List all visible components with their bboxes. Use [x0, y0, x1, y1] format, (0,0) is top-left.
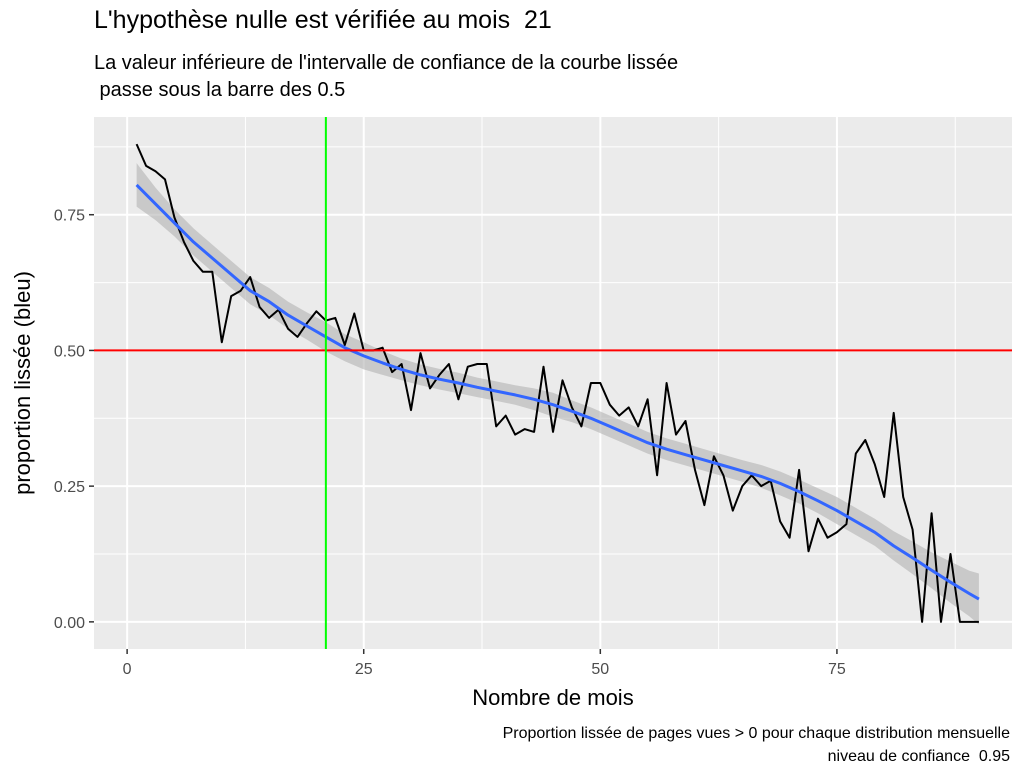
x-axis-label: Nombre de mois [472, 685, 633, 710]
x-tick-label: 75 [828, 661, 846, 678]
x-tick-label: 25 [355, 661, 373, 678]
y-axis: 0.00 0.25 0.50 0.75 [54, 208, 94, 632]
chart-title: L'hypothèse nulle est vérifiée au mois 2… [94, 6, 552, 34]
x-axis: 0 25 50 75 [123, 649, 846, 678]
x-tick-label: 50 [591, 661, 609, 678]
plot-panel [94, 117, 1012, 649]
y-axis-label: proportion lissée (bleu) [10, 271, 35, 495]
y-tick-label: 0.00 [54, 615, 85, 632]
caption-line-2: niveau de confiance 0.95 [827, 748, 1010, 765]
x-tick-label: 0 [123, 661, 132, 678]
caption-line-1: Proportion lissée de pages vues > 0 pour… [502, 725, 1010, 742]
subtitle-line-2: passe sous la barre des 0.5 [94, 79, 346, 101]
smoothed-line [135, 183, 980, 601]
chart-caption: Proportion lissée de pages vues > 0 pour… [503, 722, 1010, 768]
y-tick-label: 0.75 [54, 208, 85, 225]
y-tick-label: 0.25 [54, 479, 85, 496]
chart-subtitle: La valeur inférieure de l'intervalle de … [94, 50, 678, 104]
y-tick-label: 0.50 [54, 343, 85, 360]
subtitle-line-1: La valeur inférieure de l'intervalle de … [94, 52, 679, 74]
